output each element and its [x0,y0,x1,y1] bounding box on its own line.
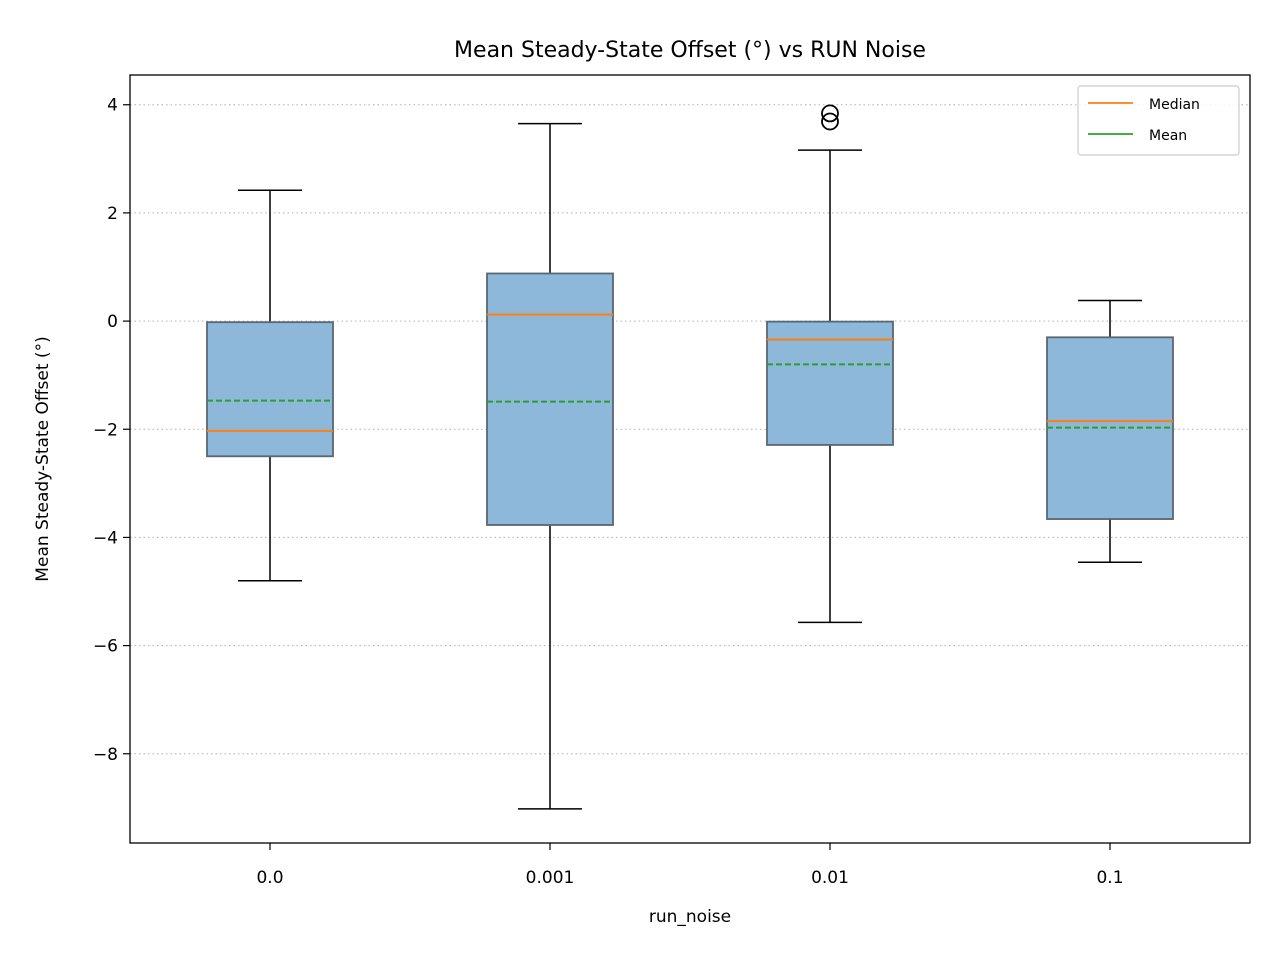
x-tick-label: 0.0 [256,868,283,888]
outlier-point [821,104,839,123]
chart-title: Mean Steady-State Offset (°) vs RUN Nois… [454,38,926,63]
box-iqr [766,320,894,446]
x-tick-label: 0.01 [811,868,849,888]
y-tick-label: 4 [107,96,118,116]
y-axis-label: Mean Steady-State Offset (°) [33,336,53,581]
y-tick-label: −4 [93,528,118,548]
legend-median-label: Median [1149,97,1200,113]
x-tick-label: 0.1 [1096,868,1123,888]
y-tick-label: −8 [93,745,118,765]
y-tick-label: −2 [93,420,118,440]
plot-frame [129,74,1251,844]
box-group [1046,299,1174,564]
box-group [206,189,334,582]
box-group [486,122,614,810]
outlier-point [821,112,839,131]
x-axis-ticks: 0.0 0.001 0.01 0.1 [256,843,1124,888]
y-tick-label: 0 [107,312,118,332]
box-group [766,104,894,624]
y-axis-ticks: 4 2 0 −2 −4 −6 −8 [93,96,130,765]
box-iqr [486,272,614,526]
y-tick-label: 2 [107,204,118,224]
y-tick-label: −6 [93,637,118,657]
legend: Median Mean [1077,85,1240,156]
x-axis-label: run_noise [649,907,731,927]
legend-mean-label: Mean [1149,128,1187,144]
box-iqr [206,321,334,458]
box-plots [206,104,1174,810]
x-tick-label: 0.001 [526,868,575,888]
